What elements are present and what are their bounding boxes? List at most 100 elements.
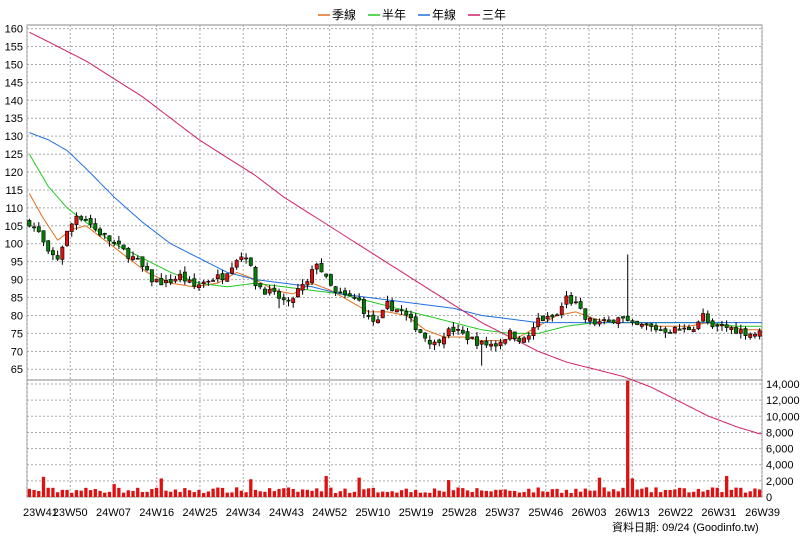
volume-bar xyxy=(159,478,163,497)
candle-body xyxy=(564,295,569,305)
volume-bar xyxy=(480,490,484,497)
volume-bar xyxy=(437,490,441,497)
volume-tick-label: 12,000 xyxy=(766,395,800,407)
candle-body xyxy=(460,329,465,334)
volume-bar xyxy=(187,490,192,497)
candle-body xyxy=(442,336,446,345)
volume-bar xyxy=(202,492,206,497)
price-tick-label: 115 xyxy=(5,185,23,197)
volume-bar xyxy=(164,490,168,497)
x-tick-label: 25W37 xyxy=(485,507,520,519)
candle-body xyxy=(399,309,404,312)
candle-body xyxy=(639,323,644,327)
volume-bar xyxy=(282,488,286,497)
candle-body xyxy=(83,219,88,221)
candle-body xyxy=(319,263,324,273)
volume-axis: 14,000 12,000 10,000 8,000 6,000 4,000 2,000 0 xyxy=(766,379,800,504)
volume-tick-label: 14,000 xyxy=(766,379,800,391)
price-tick-label: 100 xyxy=(5,239,23,251)
volume-bar xyxy=(447,480,451,497)
candle-body xyxy=(682,327,687,330)
price-tick-label: 140 xyxy=(5,95,23,107)
volume-bar xyxy=(277,488,281,497)
candle-body xyxy=(512,331,517,340)
candle-body xyxy=(361,299,366,314)
volume-bar xyxy=(126,490,130,497)
volume-bar xyxy=(512,490,517,497)
candle-body xyxy=(338,291,343,294)
candle-body xyxy=(738,329,743,334)
volume-bar xyxy=(630,478,635,497)
candles xyxy=(27,212,762,366)
candle-body xyxy=(74,215,79,225)
candle-body xyxy=(352,296,357,299)
candle-body xyxy=(644,323,649,326)
candle-body xyxy=(705,313,710,323)
candle-body xyxy=(536,317,541,327)
volume-bar xyxy=(734,487,738,497)
price-tick-label: 110 xyxy=(5,203,23,215)
volume-bar xyxy=(725,476,729,497)
candle-body xyxy=(507,330,512,340)
volume-bar xyxy=(348,492,352,497)
volume-bar xyxy=(103,492,107,497)
volume-bar xyxy=(150,489,154,497)
volume-bar xyxy=(682,488,686,497)
price-tick-label: 120 xyxy=(5,167,23,179)
volume-bar xyxy=(498,489,503,497)
volume-bar xyxy=(729,489,734,497)
x-tick-label: 24W43 xyxy=(269,507,304,519)
volume-bar xyxy=(456,487,460,497)
volume-bar xyxy=(296,491,300,497)
candle-body xyxy=(498,341,503,346)
volume-bar xyxy=(338,491,342,497)
volume-tick-label: 8,000 xyxy=(766,427,794,439)
candle-body xyxy=(630,320,635,323)
candle-body xyxy=(531,327,536,337)
volume-bar xyxy=(706,489,710,497)
volume-bar xyxy=(178,491,182,497)
volume-bar xyxy=(366,488,371,497)
volume-bar xyxy=(305,489,309,497)
candle-body xyxy=(328,274,333,286)
volume-bar xyxy=(503,489,507,497)
volume-bar xyxy=(154,487,159,497)
candle-body xyxy=(757,330,762,337)
volume-bar xyxy=(428,492,432,497)
candle-body xyxy=(729,327,734,330)
volume-bar xyxy=(371,487,375,497)
candle-body xyxy=(215,274,220,279)
price-tick-label: 155 xyxy=(5,42,23,54)
volume-bar xyxy=(333,493,338,497)
volume-bar xyxy=(701,491,705,497)
candle-body xyxy=(616,317,621,325)
candle-body xyxy=(140,256,145,267)
price-tick-label: 75 xyxy=(11,328,23,340)
candle-body xyxy=(168,279,173,284)
candle-body xyxy=(493,343,498,347)
candle-body xyxy=(225,273,230,282)
volume-bar xyxy=(60,489,64,497)
candle-body xyxy=(432,341,437,346)
candle-body xyxy=(371,314,376,322)
candle-body xyxy=(427,339,432,345)
volume-bar xyxy=(55,492,60,497)
candle-body xyxy=(555,314,559,317)
x-tick-label: 26W39 xyxy=(745,507,780,519)
volume-bar xyxy=(27,488,32,497)
volume-bar xyxy=(300,489,305,497)
candle-body xyxy=(253,266,258,287)
volume-tick-label: 2,000 xyxy=(766,476,794,488)
volume-bar xyxy=(235,487,239,497)
volume-bar xyxy=(607,491,611,497)
candle-body xyxy=(503,339,508,344)
volume-bar xyxy=(272,491,277,497)
price-tick-label: 70 xyxy=(11,346,23,358)
candle-body xyxy=(517,337,522,342)
price-tick-label: 160 xyxy=(5,24,23,36)
candle-body xyxy=(380,309,385,319)
volume-bar xyxy=(588,490,592,497)
price-tick-label: 130 xyxy=(5,131,23,143)
volume-bar xyxy=(635,489,639,497)
candle-body xyxy=(394,309,399,313)
